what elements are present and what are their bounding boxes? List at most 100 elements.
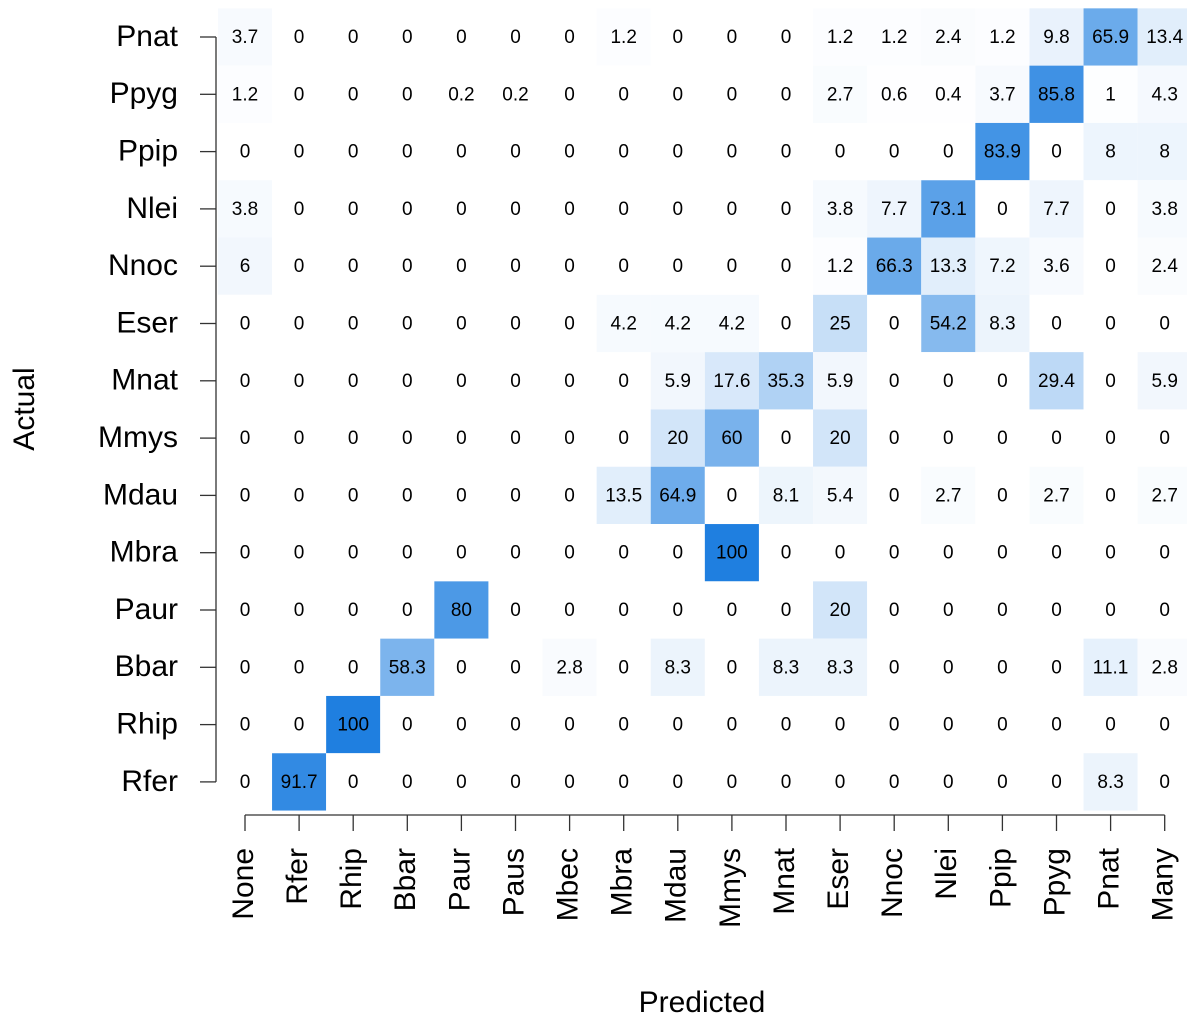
cell-label: 0 — [294, 142, 305, 163]
cell — [380, 237, 435, 295]
cell-label: 91.7 — [281, 772, 318, 793]
cell-label: 0 — [456, 314, 467, 335]
cell-label: 0 — [348, 371, 359, 392]
cell — [758, 352, 814, 410]
cell — [1137, 638, 1187, 696]
cell — [380, 638, 435, 696]
cell — [975, 180, 1030, 238]
cell — [921, 65, 976, 123]
cell — [380, 581, 435, 639]
cell-label: 2.8 — [556, 657, 582, 678]
col-label: None — [227, 848, 260, 920]
cell — [217, 409, 273, 467]
cell — [975, 466, 1030, 525]
cell — [650, 695, 705, 754]
cell-label: 3.8 — [827, 199, 853, 220]
cell-label: 20 — [830, 428, 851, 449]
cell — [596, 8, 651, 66]
cell-label: 0 — [564, 371, 575, 392]
cell — [542, 466, 597, 525]
x-axis-title: Predicted — [639, 986, 766, 1019]
cell — [921, 8, 976, 66]
cell-label: 0 — [456, 657, 467, 678]
cell-label: 0 — [618, 600, 629, 621]
cell-label: 0 — [402, 772, 413, 793]
cell — [704, 524, 759, 582]
cell — [921, 695, 976, 754]
cell-label: 0 — [889, 428, 900, 449]
cell — [380, 753, 435, 811]
cell — [758, 753, 814, 811]
cell-label: 0 — [781, 715, 792, 736]
cell-label: 0 — [781, 772, 792, 793]
col-label: Pnat — [1093, 847, 1126, 909]
cell — [758, 180, 814, 238]
cell — [217, 524, 273, 582]
col-label: Ppyg — [1038, 848, 1071, 916]
cell — [758, 466, 814, 525]
cell — [758, 8, 814, 66]
cell — [272, 122, 327, 181]
cell-label: 7.7 — [881, 199, 907, 220]
cell-label: 66.3 — [876, 256, 913, 277]
cell — [326, 581, 381, 639]
col-label: Eser — [822, 848, 855, 910]
cell-label: 0 — [510, 371, 521, 392]
cell-label: 1.2 — [881, 27, 907, 48]
cell-label: 8.3 — [773, 657, 799, 678]
cell — [488, 352, 543, 410]
cell-label: 0 — [456, 142, 467, 163]
cell-label: 0 — [727, 142, 738, 163]
cell — [380, 352, 435, 410]
cell — [596, 466, 651, 525]
cell-label: 0 — [618, 371, 629, 392]
cell-label: 0 — [997, 715, 1008, 736]
cell-label: 8.3 — [989, 314, 1015, 335]
row-label: Mnat — [111, 364, 178, 397]
cell-label: 0 — [510, 715, 521, 736]
cell — [272, 65, 327, 123]
cell-label: 0 — [402, 27, 413, 48]
cell-label: 0 — [564, 600, 575, 621]
cell-label: 0 — [673, 142, 684, 163]
cell — [758, 695, 814, 754]
cell-label: 0 — [997, 485, 1008, 506]
cell-label: 0 — [564, 715, 575, 736]
cell — [921, 753, 976, 811]
cell-label: 0 — [889, 485, 900, 506]
cell-label: 0 — [240, 715, 251, 736]
cell-label: 3.7 — [232, 27, 258, 48]
cell-label: 0 — [943, 428, 954, 449]
cell — [326, 524, 381, 582]
cell — [1029, 638, 1084, 696]
cell — [813, 524, 868, 582]
cell-label: 0 — [456, 715, 467, 736]
row-label: Bbar — [115, 650, 178, 683]
cell — [1137, 65, 1187, 123]
cell — [1137, 8, 1187, 66]
cell — [867, 695, 922, 754]
col-label: Many — [1147, 848, 1180, 921]
cell-label: 1.2 — [827, 256, 853, 277]
cell-label: 0 — [402, 314, 413, 335]
cell-label: 0 — [402, 600, 413, 621]
cell-label: 8.1 — [773, 485, 799, 506]
cell — [596, 122, 651, 181]
cell — [704, 581, 759, 639]
cell — [1137, 695, 1187, 754]
cell — [1029, 524, 1084, 582]
cell-label: 0 — [943, 715, 954, 736]
cell — [542, 581, 597, 639]
cell-label: 0 — [510, 314, 521, 335]
cell-label: 73.1 — [930, 199, 967, 220]
cell — [272, 352, 327, 410]
cell-label: 13.4 — [1146, 27, 1183, 48]
cell-label: 0 — [564, 772, 575, 793]
cell-label: 0.4 — [935, 84, 962, 105]
cell-label: 6 — [240, 256, 251, 277]
cell-label: 0 — [294, 600, 305, 621]
cell — [1083, 237, 1138, 295]
cell — [975, 695, 1030, 754]
cell — [380, 409, 435, 467]
cell-label: 0 — [1105, 543, 1116, 564]
